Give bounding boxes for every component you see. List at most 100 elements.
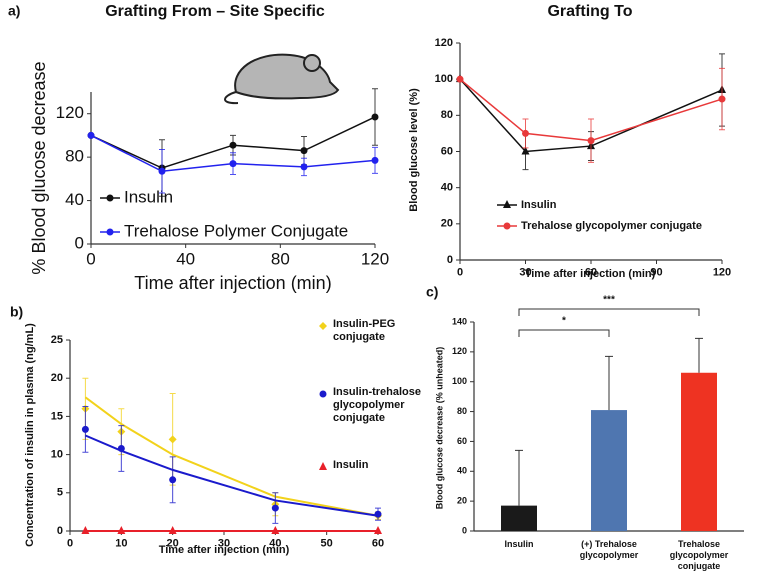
- x-tick-label: 10: [115, 538, 127, 550]
- legend-label: Insulin: [521, 199, 557, 211]
- marker: [117, 526, 126, 534]
- x-tick-label: 90: [650, 267, 662, 279]
- bar: [681, 372, 717, 531]
- marker: [300, 147, 308, 155]
- y-tick-label: 0: [447, 254, 453, 266]
- marker: [271, 504, 279, 512]
- legend-label: Trehalose glycopolymer conjugate: [521, 220, 702, 232]
- x-tick-label: 30: [519, 267, 531, 279]
- y-tick-label: 80: [457, 406, 467, 416]
- y-tick-label: 100: [435, 73, 453, 85]
- x-tick-label: 40: [176, 250, 195, 269]
- y-tick-label: 20: [441, 218, 453, 230]
- legend-label: Insulin-PEG conjugate: [333, 318, 396, 344]
- y-axis-label: Blood glucose decrease (% unheated): [434, 347, 444, 510]
- x-tick-label: 60: [585, 267, 597, 279]
- y-tick-label: 0: [75, 233, 84, 252]
- error-bar: [515, 449, 523, 506]
- marker: [87, 131, 95, 139]
- y-tick-label: 80: [65, 147, 84, 166]
- y-tick-label: 120: [435, 37, 453, 49]
- y-tick-label: 60: [457, 436, 467, 446]
- panel-label: b): [10, 304, 23, 320]
- marker: [271, 526, 280, 534]
- marker: [371, 113, 379, 121]
- legend-label: Insulin: [333, 459, 369, 471]
- legend-label: Insulin-trehalose glycopolymer conjugate: [333, 386, 422, 425]
- x-tick-label: 0: [457, 267, 463, 279]
- marker: [456, 75, 464, 83]
- x-tick-label: Insulin: [504, 539, 534, 549]
- panel-title: Grafting To: [547, 3, 632, 20]
- x-tick-label: 40: [269, 538, 281, 550]
- y-tick-label: 40: [457, 466, 467, 476]
- significance-bracket: [518, 308, 700, 316]
- y-tick-label: 25: [51, 334, 63, 346]
- x-tick-label: 0: [67, 538, 73, 550]
- bar: [591, 410, 627, 531]
- marker: [300, 163, 308, 171]
- marker: [319, 390, 327, 398]
- y-tick-label: 20: [51, 372, 63, 384]
- y-tick-label: 40: [65, 190, 84, 209]
- significance-label: ***: [603, 295, 615, 306]
- x-tick-label: 120: [361, 250, 389, 269]
- marker: [374, 510, 382, 518]
- y-tick-label: 40: [441, 182, 453, 194]
- significance-label: *: [562, 316, 566, 327]
- y-tick-label: 5: [57, 487, 63, 499]
- x-axis-label: Time after injection (min): [159, 544, 290, 556]
- error-bar: [605, 355, 613, 411]
- bar: [501, 505, 537, 531]
- series-line: [459, 78, 723, 142]
- marker: [319, 462, 327, 470]
- marker: [106, 228, 114, 236]
- y-tick-label: 20: [457, 496, 467, 506]
- y-tick-label: 100: [452, 376, 467, 386]
- y-axis-label: Blood glucose level (%): [408, 88, 420, 212]
- x-tick-label: 80: [271, 250, 290, 269]
- panel-label: c): [426, 284, 438, 300]
- y-tick-label: 140: [452, 316, 467, 326]
- y-tick-label: 0: [462, 525, 467, 535]
- marker: [117, 444, 125, 452]
- legend-label: Trehalose Polymer Conjugate: [124, 221, 348, 240]
- x-axis-label: Time after injection (min): [134, 273, 331, 293]
- mouse-icon: [224, 53, 340, 105]
- x-tick-label: 50: [321, 538, 333, 550]
- x-tick-label: 20: [167, 538, 179, 550]
- marker: [587, 137, 595, 145]
- x-tick-label: 120: [713, 267, 731, 279]
- marker: [106, 194, 114, 202]
- marker: [168, 435, 177, 444]
- fit-line: [85, 434, 379, 517]
- marker: [168, 526, 177, 534]
- y-tick-label: 10: [51, 449, 63, 461]
- marker: [158, 167, 166, 175]
- panel-label: a): [8, 3, 20, 19]
- marker: [503, 222, 511, 230]
- x-axis-label: Time after injection (min): [525, 268, 656, 280]
- x-tick-label: (+) Trehalose glycopolymer: [579, 539, 639, 560]
- y-tick-label: 60: [441, 145, 453, 157]
- x-tick-label: Trehalose glycopolymer conjugate: [669, 539, 729, 571]
- error-bar: [695, 337, 703, 373]
- marker: [521, 146, 530, 155]
- marker: [81, 526, 90, 534]
- marker: [319, 322, 327, 330]
- x-tick-label: 60: [372, 538, 384, 550]
- y-tick-label: 15: [51, 410, 63, 422]
- y-tick-label: 0: [57, 525, 63, 537]
- marker: [522, 129, 529, 137]
- legend-label: Insulin: [124, 187, 173, 206]
- marker: [229, 160, 237, 168]
- panel-title: Grafting From – Site Specific: [105, 3, 325, 20]
- marker: [169, 476, 177, 484]
- y-tick-label: 120: [56, 103, 84, 122]
- significance-bracket: [518, 329, 610, 337]
- y-axis-label: % Blood glucose decrease: [29, 61, 49, 274]
- marker: [229, 141, 237, 149]
- marker: [81, 425, 89, 433]
